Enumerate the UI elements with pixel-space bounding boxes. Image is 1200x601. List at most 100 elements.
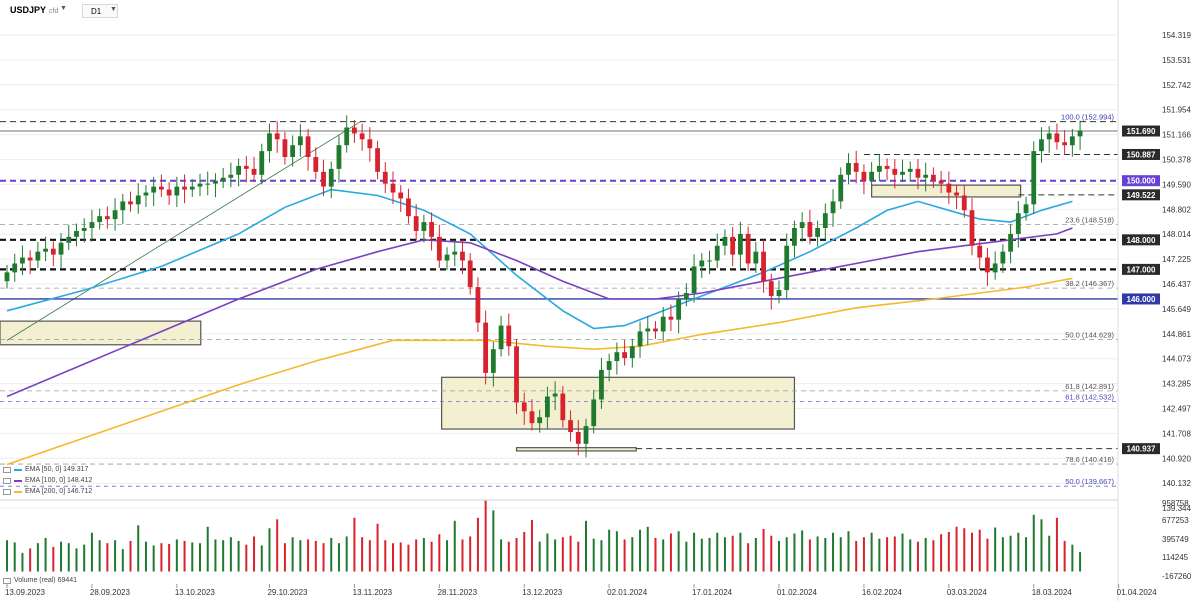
candle-body: [954, 192, 959, 196]
volume-bar: [299, 540, 302, 572]
candle-body: [545, 396, 550, 418]
indicator-settings-icon[interactable]: [3, 488, 11, 495]
volume-bar: [345, 536, 348, 572]
candle-body: [367, 139, 373, 149]
time-tick-label: 01.02.2024: [777, 588, 818, 597]
candle-body: [506, 325, 512, 347]
candle-body: [869, 171, 875, 181]
volume-bar: [986, 538, 989, 572]
price-tick-label: 153.531: [1162, 56, 1191, 65]
level-badges: 151.690 150.887 150.000 149.522 148.000 147.0…: [1122, 125, 1160, 455]
volume-bar: [723, 537, 726, 572]
level-badge-label: 140.937: [1127, 445, 1156, 454]
ema100-legend[interactable]: EMA [100, 0] 148.412: [3, 477, 92, 484]
volume-bar: [955, 526, 958, 572]
ema50-legend[interactable]: EMA [50, 0] 149.317: [3, 466, 88, 473]
volume-bar: [260, 545, 263, 572]
candle-body: [251, 168, 257, 175]
volume-bar: [507, 541, 510, 572]
volume-bar: [940, 534, 943, 572]
level-badge: 149.522: [1122, 189, 1160, 201]
volume-bar: [191, 542, 194, 572]
candle-body: [699, 260, 705, 267]
time-tick-label: 03.03.2024: [947, 588, 988, 597]
candle-body: [876, 165, 882, 172]
candle-body: [490, 349, 496, 373]
ema200-legend[interactable]: EMA [200, 0] 146.712: [3, 488, 92, 495]
volume-bar: [222, 540, 225, 572]
candle-body: [792, 228, 797, 246]
candle-body: [714, 245, 720, 261]
candle-body: [4, 272, 10, 282]
symbol-chevron-down-icon[interactable]: ▼: [60, 5, 67, 12]
candle-body: [213, 180, 218, 184]
price-tick-label: 143.285: [1162, 380, 1191, 389]
candle-body: [259, 151, 265, 175]
fib-label: 61.8 (142.891): [1065, 382, 1114, 391]
candle-body: [197, 183, 203, 187]
candle-body: [1077, 130, 1083, 137]
candle-body: [467, 260, 473, 288]
volume-bar: [415, 539, 418, 572]
candles: [4, 115, 1083, 458]
candle-body: [768, 281, 774, 296]
volume-bar: [1071, 544, 1074, 572]
candle-body: [328, 168, 334, 187]
indicator-settings-icon[interactable]: [3, 577, 11, 584]
candle-body: [27, 257, 33, 261]
volume-bar: [801, 530, 804, 572]
volume-bar: [530, 520, 533, 572]
volume-bar: [438, 534, 441, 572]
volume-bar: [677, 531, 680, 572]
time-tick-label: 13.11.2023: [353, 588, 393, 597]
price-zone: [871, 184, 1022, 198]
time-axis[interactable]: 13.09.2023 28.09.2023 13.10.2023 29.10.2023…: [5, 584, 1157, 597]
candle-body: [20, 257, 25, 264]
candle-body: [460, 251, 465, 261]
candle-body: [436, 236, 442, 261]
level-badge-bg: [1122, 293, 1160, 305]
volume-legend[interactable]: Volume (real) 69441: [3, 577, 77, 584]
volume-bar: [144, 541, 147, 572]
candle-body: [50, 248, 56, 255]
price-tick-label: 146.437: [1162, 280, 1191, 289]
indicator-settings-icon[interactable]: [3, 477, 11, 484]
volume-bar: [330, 537, 333, 572]
candle-body: [653, 328, 658, 332]
candle-body: [336, 145, 342, 169]
volume-bar: [947, 531, 950, 572]
volume-bar: [90, 532, 93, 572]
volume-bar: [484, 500, 487, 572]
volume-bar: [878, 538, 881, 572]
candle-body: [892, 168, 898, 175]
time-tick-label: 13.10.2023: [175, 588, 216, 597]
volume-bar: [476, 517, 479, 572]
volume-bars: [6, 500, 1082, 572]
volume-bar: [608, 529, 611, 572]
indicator-settings-icon[interactable]: [3, 466, 11, 473]
volume-bar: [446, 540, 449, 572]
volume-tick-label: 114245: [1162, 553, 1189, 562]
candle-body: [444, 254, 450, 261]
volume-bar: [98, 540, 101, 572]
volume-bar: [399, 542, 402, 572]
level-badge: 147.000: [1122, 263, 1160, 275]
symbol-selector[interactable]: USDJPY cfd: [10, 5, 58, 15]
volume-bar: [268, 528, 271, 572]
price-axis[interactable]: 154.319 153.531 152.742 151.954 151.166 150.3…: [1117, 0, 1192, 601]
candle-body: [853, 162, 859, 172]
timeframe-chevron-down-icon[interactable]: ▼: [110, 6, 117, 13]
candle-body: [568, 420, 573, 432]
candle-body: [406, 198, 411, 217]
candle-body: [985, 257, 990, 273]
timeframe-selector[interactable]: D1: [82, 4, 118, 18]
level-badge: 148.000: [1122, 234, 1160, 246]
level-badge-bg: [1122, 175, 1160, 187]
candle-body: [66, 236, 72, 243]
candle-body: [707, 260, 712, 262]
time-tick-label: 17.01.2024: [692, 588, 733, 597]
time-tick-label: 02.01.2024: [607, 588, 648, 597]
candle-body: [753, 251, 759, 264]
candle-body: [135, 195, 141, 205]
